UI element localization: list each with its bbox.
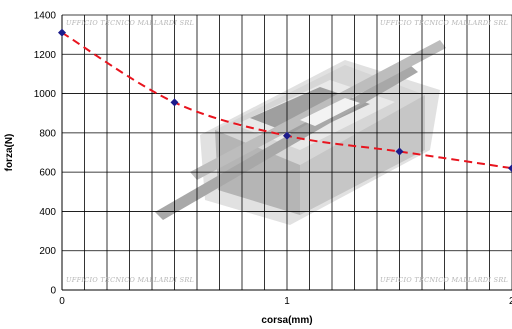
plunger-rod-2	[190, 40, 446, 180]
watermark-text: UFFICIO TECNICO MALLARDI SRL	[380, 19, 508, 27]
y-tick-label: 600	[39, 168, 56, 179]
data-point-marker	[508, 164, 512, 173]
y-tick-label: 400	[39, 207, 56, 218]
watermark-text: UFFICIO TECNICO MALLARDI SRL	[66, 19, 194, 27]
data-point-marker	[170, 98, 179, 107]
x-axis-title: corsa(mm)	[261, 315, 312, 326]
y-tick-label: 1400	[34, 11, 57, 22]
x-tick-label: 1	[284, 296, 290, 307]
watermark-text: UFFICIO TECNICO MALLARDI SRL	[380, 276, 508, 284]
watermarks: UFFICIO TECNICO MALLARDI SRL UFFICIO TECN…	[66, 19, 508, 284]
data-point-marker	[283, 131, 291, 140]
data-point-marker	[395, 147, 404, 156]
axes	[61, 15, 512, 291]
x-tick-label: 0	[59, 296, 65, 307]
axis-labels: 0 200 400 600 800 1000 1200 1400 0 1 2 corsa(mm) for…	[4, 11, 512, 327]
y-tick-label: 0	[50, 286, 56, 297]
y-tick-label: 800	[39, 128, 56, 139]
x-tick-label: 2	[509, 296, 512, 307]
series	[58, 28, 512, 173]
y-axis-title: forza(N)	[4, 134, 15, 172]
y-tick-label: 200	[39, 246, 56, 257]
watermark-text: UFFICIO TECNICO MALLARDI SRL	[66, 276, 194, 284]
y-tick-label: 1200	[34, 50, 57, 61]
solenoid-highlight	[300, 98, 360, 126]
grid	[61, 14, 512, 291]
y-tick-label: 1000	[34, 89, 57, 100]
solenoid-side	[300, 95, 425, 215]
data-point-marker	[58, 28, 66, 37]
